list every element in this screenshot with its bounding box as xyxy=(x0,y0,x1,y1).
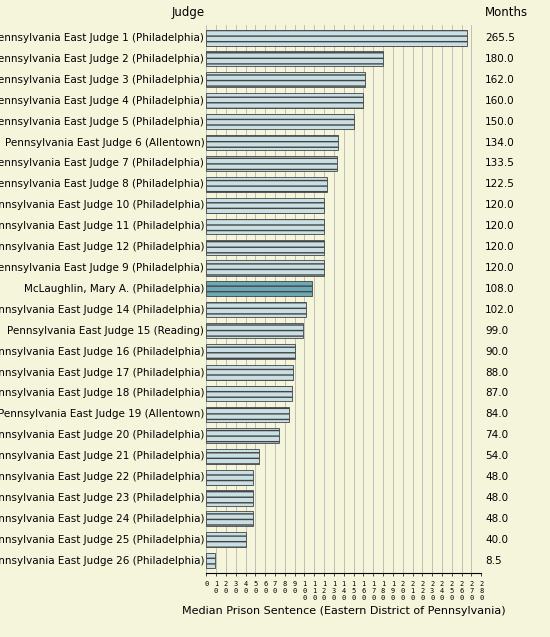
Bar xyxy=(206,533,245,547)
Text: Pennsylvania East Judge 1 (Philadelphia): Pennsylvania East Judge 1 (Philadelphia) xyxy=(0,33,204,43)
Text: 134.0: 134.0 xyxy=(485,138,515,148)
Bar xyxy=(206,282,312,296)
Text: 99.0: 99.0 xyxy=(485,326,508,336)
Text: Pennsylvania East Judge 26 (Philadelphia): Pennsylvania East Judge 26 (Philadelphia… xyxy=(0,555,204,566)
Text: 120.0: 120.0 xyxy=(485,221,515,231)
Bar xyxy=(206,177,327,192)
Bar xyxy=(206,365,293,380)
Text: Pennsylvania East Judge 2 (Philadelphia): Pennsylvania East Judge 2 (Philadelphia) xyxy=(0,54,204,64)
Text: Pennsylvania East Judge 24 (Philadelphia): Pennsylvania East Judge 24 (Philadelphia… xyxy=(0,514,204,524)
Text: 40.0: 40.0 xyxy=(485,535,508,545)
Bar xyxy=(206,261,324,276)
Text: Pennsylvania East Judge 5 (Philadelphia): Pennsylvania East Judge 5 (Philadelphia) xyxy=(0,117,204,127)
Bar xyxy=(206,303,306,317)
Text: 160.0: 160.0 xyxy=(485,96,515,106)
Text: 102.0: 102.0 xyxy=(485,305,515,315)
Text: 120.0: 120.0 xyxy=(485,242,515,252)
Text: Pennsylvania East Judge 12 (Philadelphia): Pennsylvania East Judge 12 (Philadelphia… xyxy=(0,242,204,252)
Bar xyxy=(206,52,383,66)
Text: 120.0: 120.0 xyxy=(485,200,515,210)
Bar xyxy=(206,93,364,108)
Bar xyxy=(206,512,254,526)
Text: 8.5: 8.5 xyxy=(485,555,502,566)
Text: 108.0: 108.0 xyxy=(485,284,515,294)
Text: Pennsylvania East Judge 22 (Philadelphia): Pennsylvania East Judge 22 (Philadelphia… xyxy=(0,472,204,482)
Text: 150.0: 150.0 xyxy=(485,117,515,127)
Text: 74.0: 74.0 xyxy=(485,431,508,440)
Text: 162.0: 162.0 xyxy=(485,75,515,85)
Text: Pennsylvania East Judge 25 (Philadelphia): Pennsylvania East Judge 25 (Philadelphia… xyxy=(0,535,204,545)
Text: 84.0: 84.0 xyxy=(485,410,508,419)
Bar xyxy=(206,323,304,338)
Text: Pennsylvania East Judge 8 (Philadelphia): Pennsylvania East Judge 8 (Philadelphia) xyxy=(0,180,204,189)
Bar xyxy=(206,156,337,171)
Text: Pennsylvania East Judge 17 (Philadelphia): Pennsylvania East Judge 17 (Philadelphia… xyxy=(0,368,204,378)
Bar xyxy=(206,448,259,464)
Bar xyxy=(206,344,295,359)
Text: 133.5: 133.5 xyxy=(485,159,515,168)
Text: Judge: Judge xyxy=(171,6,204,19)
Text: Pennsylvania East Judge 21 (Philadelphia): Pennsylvania East Judge 21 (Philadelphia… xyxy=(0,451,204,461)
Text: Pennsylvania East Judge 6 (Allentown): Pennsylvania East Judge 6 (Allentown) xyxy=(4,138,204,148)
X-axis label: Median Prison Sentence (Eastern District of Pennsylvania): Median Prison Sentence (Eastern District… xyxy=(182,606,505,617)
Text: 54.0: 54.0 xyxy=(485,451,508,461)
Bar xyxy=(206,73,365,87)
Text: Pennsylvania East Judge 19 (Allentown): Pennsylvania East Judge 19 (Allentown) xyxy=(0,410,204,419)
Text: Pennsylvania East Judge 18 (Philadelphia): Pennsylvania East Judge 18 (Philadelphia… xyxy=(0,389,204,399)
Text: 90.0: 90.0 xyxy=(485,347,508,357)
Bar xyxy=(206,386,292,401)
Text: Pennsylvania East Judge 10 (Philadelphia): Pennsylvania East Judge 10 (Philadelphia… xyxy=(0,200,204,210)
Text: Pennsylvania East Judge 9 (Philadelphia): Pennsylvania East Judge 9 (Philadelphia) xyxy=(0,263,204,273)
Bar xyxy=(206,218,324,234)
Bar xyxy=(206,428,279,443)
Text: Pennsylvania East Judge 3 (Philadelphia): Pennsylvania East Judge 3 (Philadelphia) xyxy=(0,75,204,85)
Text: Pennsylvania East Judge 20 (Philadelphia): Pennsylvania East Judge 20 (Philadelphia… xyxy=(0,431,204,440)
Bar xyxy=(206,197,324,213)
Text: Pennsylvania East Judge 23 (Philadelphia): Pennsylvania East Judge 23 (Philadelphia… xyxy=(0,493,204,503)
Text: Pennsylvania East Judge 11 (Philadelphia): Pennsylvania East Judge 11 (Philadelphia… xyxy=(0,221,204,231)
Text: Pennsylvania East Judge 4 (Philadelphia): Pennsylvania East Judge 4 (Philadelphia) xyxy=(0,96,204,106)
Text: 180.0: 180.0 xyxy=(485,54,515,64)
Text: McLaughlin, Mary A. (Philadelphia): McLaughlin, Mary A. (Philadelphia) xyxy=(24,284,204,294)
Bar xyxy=(206,490,254,506)
Bar xyxy=(206,135,338,150)
Text: Pennsylvania East Judge 16 (Philadelphia): Pennsylvania East Judge 16 (Philadelphia… xyxy=(0,347,204,357)
Text: Months: Months xyxy=(485,6,529,19)
Text: 48.0: 48.0 xyxy=(485,514,508,524)
Text: Pennsylvania East Judge 15 (Reading): Pennsylvania East Judge 15 (Reading) xyxy=(7,326,204,336)
Bar xyxy=(206,114,354,129)
Text: 48.0: 48.0 xyxy=(485,493,508,503)
Text: 87.0: 87.0 xyxy=(485,389,508,399)
Text: 265.5: 265.5 xyxy=(485,33,515,43)
Bar xyxy=(206,553,214,568)
Text: Pennsylvania East Judge 14 (Philadelphia): Pennsylvania East Judge 14 (Philadelphia… xyxy=(0,305,204,315)
Bar xyxy=(206,469,254,485)
Text: 48.0: 48.0 xyxy=(485,472,508,482)
Text: Pennsylvania East Judge 7 (Philadelphia): Pennsylvania East Judge 7 (Philadelphia) xyxy=(0,159,204,168)
Bar xyxy=(206,407,289,422)
Text: 88.0: 88.0 xyxy=(485,368,508,378)
Bar xyxy=(206,31,467,46)
Text: 120.0: 120.0 xyxy=(485,263,515,273)
Text: 122.5: 122.5 xyxy=(485,180,515,189)
Bar xyxy=(206,240,324,255)
